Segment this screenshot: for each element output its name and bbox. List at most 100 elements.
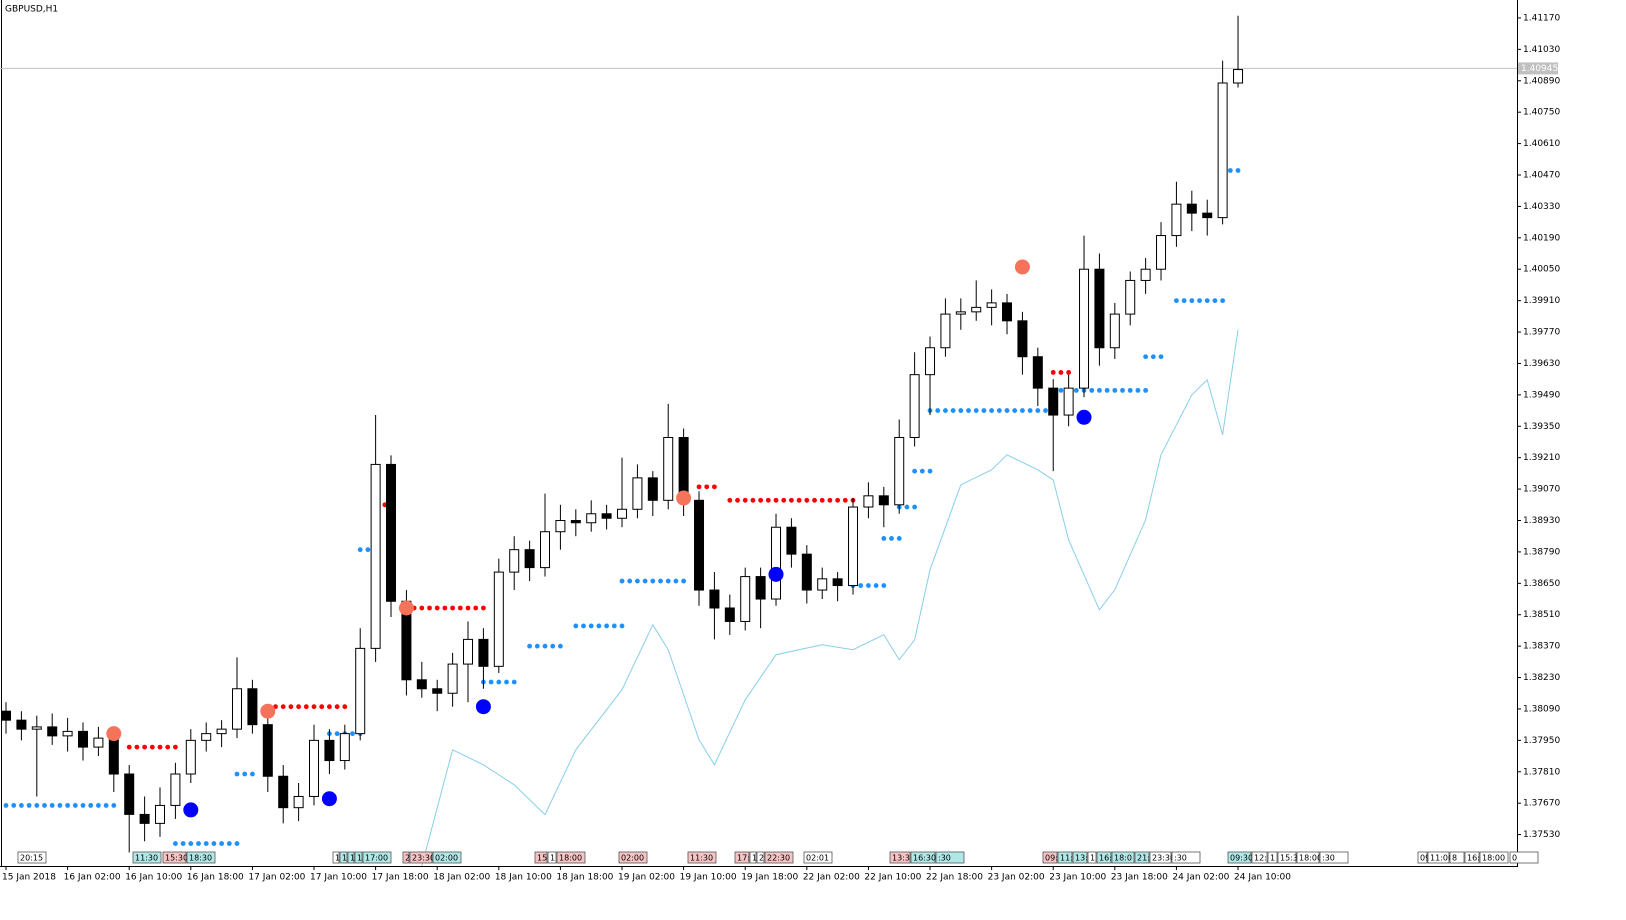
candle-body (155, 804, 166, 824)
candle-body (632, 477, 643, 510)
candle-body (848, 506, 859, 587)
y-tick-label: 1.39070 (1523, 485, 1560, 495)
level-dot (319, 704, 325, 710)
event-marker: 15:3 (1277, 851, 1298, 864)
candle-body (863, 495, 874, 508)
level-dot (327, 704, 332, 710)
level-dot (419, 605, 425, 611)
bid-label-box (1518, 62, 1558, 75)
level-dot (134, 744, 140, 750)
candle-body (324, 739, 335, 762)
swing-marker (1076, 409, 1092, 425)
candle-body (801, 553, 812, 591)
candle-body (1156, 235, 1167, 270)
level-dot (619, 623, 625, 629)
candle-body (909, 374, 920, 438)
event-box (1449, 851, 1465, 864)
event-box (1509, 851, 1539, 864)
event-box (1227, 851, 1252, 864)
level-dot (927, 468, 933, 474)
event-box (332, 851, 340, 864)
swing-marker (475, 699, 491, 715)
event-label: 1 (350, 854, 355, 863)
level-dot (1066, 370, 1072, 375)
event-box (803, 851, 833, 864)
candle-body (1202, 212, 1213, 219)
event-label: :30 (938, 854, 951, 863)
candle-body (1186, 203, 1197, 214)
event-box (618, 851, 648, 864)
event-marker: :30 (935, 851, 965, 864)
level-dot (173, 841, 178, 846)
level-dot (789, 497, 794, 503)
level-dot (34, 803, 40, 808)
event-label: 20:15 (20, 854, 43, 863)
level-dot (65, 803, 71, 808)
level-dot (712, 484, 717, 490)
event-marker: 17:00 (362, 851, 392, 864)
level-dot (72, 803, 78, 808)
level-dot (527, 643, 533, 649)
candle-body (447, 663, 458, 694)
level-dot (573, 623, 579, 629)
event-marker: 1 (339, 851, 348, 864)
event-label: 18:00 (559, 854, 582, 863)
event-label: 8 (1452, 854, 1457, 863)
level-dot (1112, 387, 1118, 393)
level-dot (1143, 387, 1149, 393)
event-label: 17: (737, 854, 750, 863)
level-dot (234, 771, 240, 777)
level-dot (635, 578, 640, 584)
event-box (1042, 851, 1058, 864)
swing-marker (321, 791, 337, 807)
level-dot (727, 497, 733, 503)
event-marker: 22:30 (764, 851, 794, 864)
level-dot (1135, 387, 1141, 393)
swing-marker (768, 566, 784, 582)
chart-title: GBPUSD,H1 (5, 5, 58, 15)
event-label: 02:00 (435, 854, 458, 863)
event-box (1427, 851, 1450, 864)
candle-body (1140, 268, 1151, 281)
event-marker: 21: (1134, 851, 1150, 864)
level-dot (311, 704, 317, 710)
event-marker: 09 (1417, 851, 1430, 864)
candle-body (601, 513, 612, 519)
event-label: 18:00 (1482, 854, 1505, 863)
level-dot (873, 583, 879, 588)
candle-body (709, 589, 720, 609)
candle-body (1032, 356, 1043, 389)
event-marker: 18:00 (556, 851, 586, 864)
level-dot (180, 841, 186, 846)
y-tick-label: 1.38930 (1523, 516, 1560, 526)
event-label: 23:30 (1152, 854, 1175, 863)
level-dot (234, 841, 240, 846)
y-tick-label: 1.39910 (1523, 296, 1560, 306)
x-tick-label: 22 Jan 18:00 (926, 873, 983, 883)
level-dot (1189, 298, 1195, 304)
candle-body (617, 508, 628, 519)
event-marker: 18:00 (1479, 851, 1509, 864)
x-tick-label: 22 Jan 02:00 (803, 873, 860, 883)
event-box (764, 851, 794, 864)
event-label: 12: (1254, 854, 1267, 863)
y-tick-label: 1.40610 (1523, 139, 1560, 149)
candle-body (293, 795, 304, 809)
level-dot (1227, 168, 1233, 173)
level-dot (989, 408, 995, 413)
event-label: 13:3 (892, 854, 910, 863)
candle-body (463, 638, 474, 665)
y-tick-label: 1.40190 (1523, 233, 1560, 243)
level-dot (835, 497, 841, 503)
level-dot (1073, 387, 1079, 393)
level-dot (758, 497, 764, 503)
level-dot (280, 704, 286, 710)
level-dot (1127, 387, 1133, 393)
level-dot (742, 497, 748, 503)
candle-body (386, 463, 397, 602)
event-marker: 11: (1057, 851, 1073, 864)
candle-body (262, 724, 273, 777)
event-label: 11:30 (690, 854, 713, 863)
